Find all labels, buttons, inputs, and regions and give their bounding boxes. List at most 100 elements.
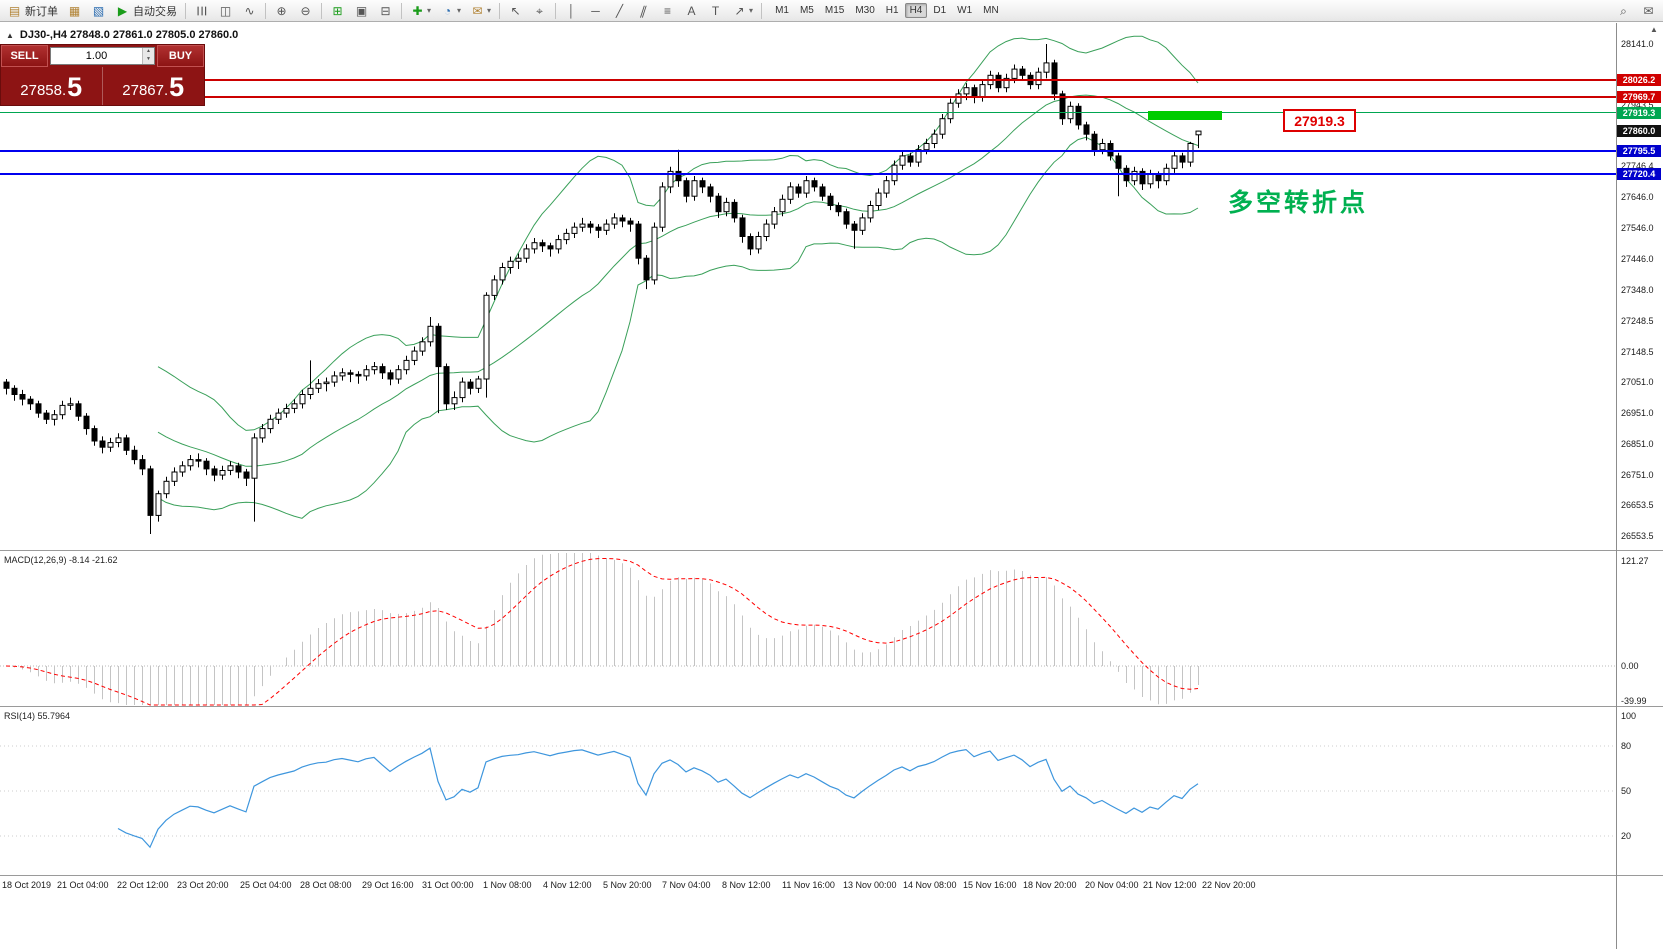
price-highlight-rectangle[interactable] bbox=[1148, 111, 1222, 120]
time-axis-label: 5 Nov 20:00 bbox=[603, 880, 652, 890]
level-price-label[interactable]: 27919.3 bbox=[1283, 109, 1356, 132]
tile-windows-icon: ⊞ bbox=[332, 3, 343, 18]
price-axis-label: 27943.5 bbox=[1621, 100, 1654, 110]
zoom-in-button[interactable]: ⊕ bbox=[270, 2, 293, 20]
timeframe-button[interactable]: M15 bbox=[820, 3, 849, 18]
new-order-label: 新订单 bbox=[25, 5, 58, 18]
time-axis-label: 13 Nov 00:00 bbox=[843, 880, 897, 890]
scroll-up-marker[interactable]: ▲ bbox=[1650, 25, 1658, 34]
line-chart-mode-button[interactable]: ∿ bbox=[238, 2, 261, 20]
zoom-out-button[interactable]: ⊖ bbox=[294, 2, 317, 20]
horizontal-line-tool[interactable]: ─ bbox=[584, 2, 607, 20]
time-axis[interactable]: 18 Oct 2019 21 Oct 04:00 22 Oct 12:00 23 Oc… bbox=[0, 875, 1663, 949]
timeframe-button[interactable]: M30 bbox=[850, 3, 879, 18]
candlestick-chart[interactable] bbox=[0, 23, 1616, 550]
profiles-icon: ▧ bbox=[92, 3, 105, 18]
new-order-icon: ▤ bbox=[8, 3, 21, 18]
time-axis-label: 15 Nov 16:00 bbox=[963, 880, 1017, 890]
price-axis-label: 26751.0 bbox=[1621, 470, 1654, 480]
vertical-line-icon: │ bbox=[567, 3, 576, 18]
text-tool[interactable]: A bbox=[680, 2, 703, 20]
templates-dropdown[interactable]: ✉ ▾ bbox=[466, 2, 495, 20]
macd-pane[interactable]: MACD(12,26,9) -8.14 -21.62 121.27 0.00 -39… bbox=[0, 550, 1663, 706]
price-axis-badge: 28026.2 bbox=[1617, 74, 1661, 86]
price-axis-label: 27348.0 bbox=[1621, 285, 1654, 295]
chart-title: DJ30-,H4 27848.0 27861.0 27805.0 27860.0 bbox=[19, 29, 239, 41]
buy-button[interactable]: BUY bbox=[157, 45, 204, 67]
sell-price-button[interactable]: 27858. 5 bbox=[1, 67, 103, 105]
sell-button[interactable]: SELL bbox=[1, 45, 48, 67]
rsi-chart[interactable] bbox=[0, 707, 1616, 875]
time-axis-label: 22 Oct 12:00 bbox=[117, 880, 169, 890]
price-pane[interactable]: 27919.3 多空转折点 ▲ DJ30-,H4 27848.0 27861.0… bbox=[0, 23, 1663, 550]
text-label-tool[interactable]: T bbox=[704, 2, 727, 20]
horizontal-level-line[interactable] bbox=[0, 96, 1616, 98]
one-click-trading-panel: SELL ▲ ▼ BUY 27858. 5 27867. 5 bbox=[0, 44, 205, 106]
horizontal-level-line[interactable] bbox=[0, 150, 1616, 152]
toolbar-separator bbox=[499, 2, 501, 19]
autotrading-play-icon: ▶ bbox=[117, 3, 128, 18]
crosshair-tool-button[interactable]: ⌖ bbox=[528, 2, 551, 20]
volume-decrease-button[interactable]: ▼ bbox=[143, 56, 154, 64]
time-axis-label: 4 Nov 12:00 bbox=[543, 880, 592, 890]
buy-price-pips: 5 bbox=[169, 72, 185, 102]
mail-icon: ✉ bbox=[1643, 3, 1654, 18]
timeframe-button[interactable]: M1 bbox=[770, 3, 794, 18]
time-axis-label: 31 Oct 00:00 bbox=[422, 880, 474, 890]
new-order-button[interactable]: ▤ 新订单 bbox=[3, 1, 62, 21]
timeframe-group: M1 M5 M15 M30 H1 H4 D1 W1 MN bbox=[770, 3, 1004, 18]
volume-input[interactable] bbox=[51, 49, 142, 63]
arrow-shapes-icon: ↗ bbox=[734, 3, 745, 18]
time-axis-label: 7 Nov 04:00 bbox=[662, 880, 711, 890]
price-scale-separator[interactable] bbox=[1616, 23, 1617, 949]
chart-window-button[interactable]: ▦ bbox=[63, 2, 86, 20]
rsi-pane[interactable]: RSI(14) 55.7964 100 80 50 20 bbox=[0, 706, 1663, 875]
search-button[interactable]: ⌕ bbox=[1612, 2, 1635, 20]
time-axis-label: 8 Nov 12:00 bbox=[722, 880, 771, 890]
fibonacci-icon: ≡ bbox=[664, 3, 672, 18]
cursor-tool-button[interactable]: ↖ bbox=[504, 2, 527, 20]
autotrading-button[interactable]: ▶ 自动交易 bbox=[111, 1, 181, 21]
horizontal-level-line[interactable] bbox=[0, 173, 1616, 175]
cascade-windows-button[interactable]: ▣ bbox=[350, 2, 373, 20]
one-click-collapse-toggle[interactable]: ▲ bbox=[6, 30, 14, 40]
time-axis-label: 20 Nov 04:00 bbox=[1085, 880, 1139, 890]
timeframe-button[interactable]: D1 bbox=[928, 3, 951, 18]
turning-point-annotation[interactable]: 多空转折点 bbox=[1228, 189, 1369, 217]
indicators-dropdown[interactable]: ✚ ▾ bbox=[406, 2, 435, 20]
rsi-axis-label: 50 bbox=[1621, 786, 1632, 796]
price-axis-badge: 27919.3 bbox=[1617, 107, 1661, 119]
timeframe-button[interactable]: M5 bbox=[795, 3, 819, 18]
profiles-button[interactable]: ▧ bbox=[87, 2, 110, 20]
macd-chart[interactable] bbox=[0, 551, 1616, 706]
rsi-axis-label: 80 bbox=[1621, 741, 1632, 751]
bar-chart-mode-button[interactable]: ☰ bbox=[190, 2, 213, 20]
mail-button[interactable]: ✉ bbox=[1637, 2, 1660, 20]
toolbar-separator bbox=[265, 2, 266, 19]
timeframe-button[interactable]: MN bbox=[978, 3, 1004, 18]
vertical-line-tool[interactable]: │ bbox=[560, 2, 583, 20]
candlestick-icon: ◫ bbox=[219, 3, 232, 18]
tile-windows-button[interactable]: ⊞ bbox=[326, 2, 349, 20]
macd-indicator-label: MACD(12,26,9) -8.14 -21.62 bbox=[4, 555, 118, 565]
horizontal-line-icon: ─ bbox=[591, 3, 600, 18]
timeframe-button[interactable]: H4 bbox=[904, 3, 928, 18]
timeframe-button[interactable]: W1 bbox=[952, 3, 977, 18]
trendline-tool[interactable]: ╱ bbox=[608, 2, 631, 20]
price-axis-label: 27446.0 bbox=[1621, 254, 1654, 264]
volume-increase-button[interactable]: ▲ bbox=[143, 48, 154, 56]
cascade-windows-icon: ▣ bbox=[355, 3, 368, 18]
channel-tool[interactable]: ∥ bbox=[632, 2, 655, 20]
horizontal-level-line[interactable] bbox=[0, 79, 1616, 81]
arrow-shapes-dropdown[interactable]: ↗ ▾ bbox=[728, 2, 757, 20]
tile-horizontal-button[interactable]: ⊟ bbox=[374, 2, 397, 20]
buy-price-button[interactable]: 27867. 5 bbox=[103, 67, 205, 105]
candlestick-mode-button[interactable]: ◫ bbox=[214, 2, 237, 20]
fibonacci-tool[interactable]: ≡ bbox=[656, 2, 679, 20]
periods-dropdown[interactable]: ◔ ▾ bbox=[436, 2, 465, 20]
price-axis-label: 26653.5 bbox=[1621, 500, 1654, 510]
horizontal-level-line[interactable] bbox=[0, 112, 1616, 113]
toolbar-separator bbox=[555, 2, 557, 19]
toolbar-separator bbox=[761, 2, 763, 19]
timeframe-button[interactable]: H1 bbox=[881, 3, 904, 18]
